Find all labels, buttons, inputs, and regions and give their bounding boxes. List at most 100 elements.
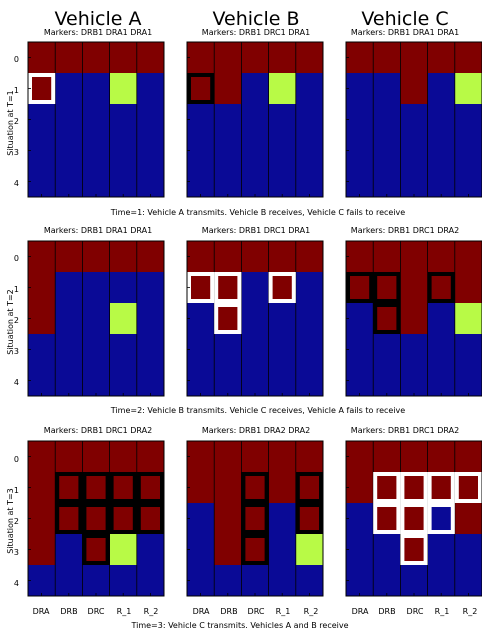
highlight-outline [268, 272, 296, 303]
highlight-outline [295, 503, 323, 534]
highlight-outline [400, 534, 428, 565]
occupied-column-2 [82, 241, 110, 272]
x-tick-r2-c2-2: DRC [407, 607, 424, 616]
occupied-column-1 [55, 241, 83, 272]
occupied-column-2 [400, 42, 428, 104]
highlight-outline [427, 503, 455, 534]
highlight-outline [55, 472, 83, 503]
x-tick-r2-c1-4: R_2 [304, 607, 319, 616]
occupied-column-1 [214, 42, 242, 104]
y-tick-r2-0: 0 [14, 455, 19, 464]
panel-markers-r1-c1: Markers: DRB1 DRC1 DRA1 [202, 226, 310, 235]
highlight-outline [373, 503, 401, 534]
x-tick-r2-c0-2: DRC [88, 607, 105, 616]
target-cell [454, 303, 482, 334]
column-title-vehicle-b: Vehicle B [212, 8, 299, 30]
panel-markers-r0-c2: Markers: DRB1 DRA1 DRA1 [351, 28, 459, 37]
occupied-column-4 [136, 441, 164, 534]
occupied-column-4 [295, 42, 323, 73]
occupied-column-4 [136, 42, 164, 73]
occupied-column-2 [400, 241, 428, 334]
panel-r2-c2 [345, 440, 482, 597]
highlight-outline [373, 472, 401, 503]
occupied-column-3 [109, 241, 137, 272]
occupied-column-1 [373, 441, 401, 534]
x-tick-r2-c0-1: DRB [60, 607, 77, 616]
y-tick-r0-0: 0 [14, 55, 19, 64]
occupied-column-3 [268, 42, 296, 73]
target-cell [454, 73, 482, 104]
target-cell [109, 73, 137, 104]
y-tick-r1-4: 4 [14, 378, 19, 387]
occupied-column-0 [346, 441, 374, 503]
occupied-column-3 [427, 42, 455, 73]
y-tick-r0-2: 2 [14, 117, 19, 126]
panel-markers-r2-c2: Markers: DRB1 DRC1 DRA2 [351, 426, 459, 435]
y-tick-r0-4: 4 [14, 179, 19, 188]
highlight-outline [373, 303, 401, 334]
highlight-outline [109, 472, 137, 503]
y-tick-r0-3: 3 [14, 148, 19, 157]
highlight-outline [109, 503, 137, 534]
highlight-outline [136, 472, 165, 503]
occupied-column-4 [295, 241, 323, 272]
highlight-outline [241, 503, 269, 534]
occupied-column-1 [373, 42, 401, 73]
caption-row-0: Time=1: Vehicle A transmits. Vehicle B r… [110, 208, 405, 217]
panel-r2-c0 [27, 440, 165, 597]
panel-r1-c2 [345, 240, 482, 397]
highlight-outline [82, 534, 110, 565]
occupied-column-2 [241, 241, 269, 272]
target-cell [295, 534, 323, 565]
highlight-outline [241, 472, 269, 503]
highlight-outline [214, 303, 242, 334]
occupied-column-0 [187, 441, 215, 503]
x-tick-r2-c1-2: DRC [248, 607, 265, 616]
y-axis-label-row-0: Situation at T=1 [6, 90, 15, 156]
column-title-vehicle-a: Vehicle A [55, 8, 142, 30]
occupied-column-4 [295, 441, 323, 534]
x-tick-r2-c0-3: R_1 [117, 607, 132, 616]
y-tick-r1-1: 1 [14, 285, 19, 294]
y-tick-r2-2: 2 [14, 517, 19, 526]
panel-markers-r2-c0: Markers: DRB1 DRC1 DRA2 [44, 426, 152, 435]
x-tick-r2-c1-0: DRA [193, 607, 210, 616]
y-axis-label-row-1: Situation at T=2 [6, 289, 15, 355]
occupied-column-4 [136, 241, 164, 272]
panel-r0-c1 [186, 41, 324, 198]
occupied-column-2 [241, 42, 269, 73]
panel-r2-c1 [186, 440, 324, 597]
x-tick-r2-c0-0: DRA [33, 607, 50, 616]
panel-markers-r0-c1: Markers: DRB1 DRC1 DRA1 [202, 28, 310, 37]
highlight-outline [136, 503, 165, 534]
panel-markers-r1-c2: Markers: DRB1 DRC1 DRA2 [351, 226, 459, 235]
x-tick-r2-c0-4: R_2 [144, 607, 159, 616]
highlight-outline [400, 503, 428, 534]
highlight-outline [427, 472, 455, 503]
occupied-column-1 [373, 241, 401, 334]
y-tick-r0-1: 1 [14, 86, 19, 95]
occupied-column-3 [109, 441, 137, 534]
occupied-column-3 [109, 42, 137, 73]
highlight-outline [373, 272, 401, 303]
occupied-column-1 [214, 241, 242, 334]
occupied-column-0 [346, 42, 374, 73]
x-tick-r2-c2-4: R_2 [463, 607, 478, 616]
x-tick-r2-c1-3: R_1 [276, 607, 291, 616]
x-tick-r2-c2-3: R_1 [435, 607, 450, 616]
y-tick-r2-3: 3 [14, 548, 19, 557]
highlight-outline [214, 272, 242, 303]
panel-r0-c2 [345, 41, 482, 198]
occupied-column-4 [454, 42, 482, 73]
highlight-outline [82, 472, 110, 503]
highlight-outline [427, 272, 455, 303]
highlight-outline [454, 472, 482, 503]
y-tick-r1-2: 2 [14, 316, 19, 325]
highlight-outline [55, 503, 83, 534]
occupied-column-1 [55, 441, 83, 534]
occupied-column-3 [268, 441, 296, 503]
highlight-outline [82, 503, 110, 534]
caption-row-1: Time=2: Vehicle B transmits. Vehicle C r… [110, 406, 405, 415]
y-tick-r1-0: 0 [14, 254, 19, 263]
